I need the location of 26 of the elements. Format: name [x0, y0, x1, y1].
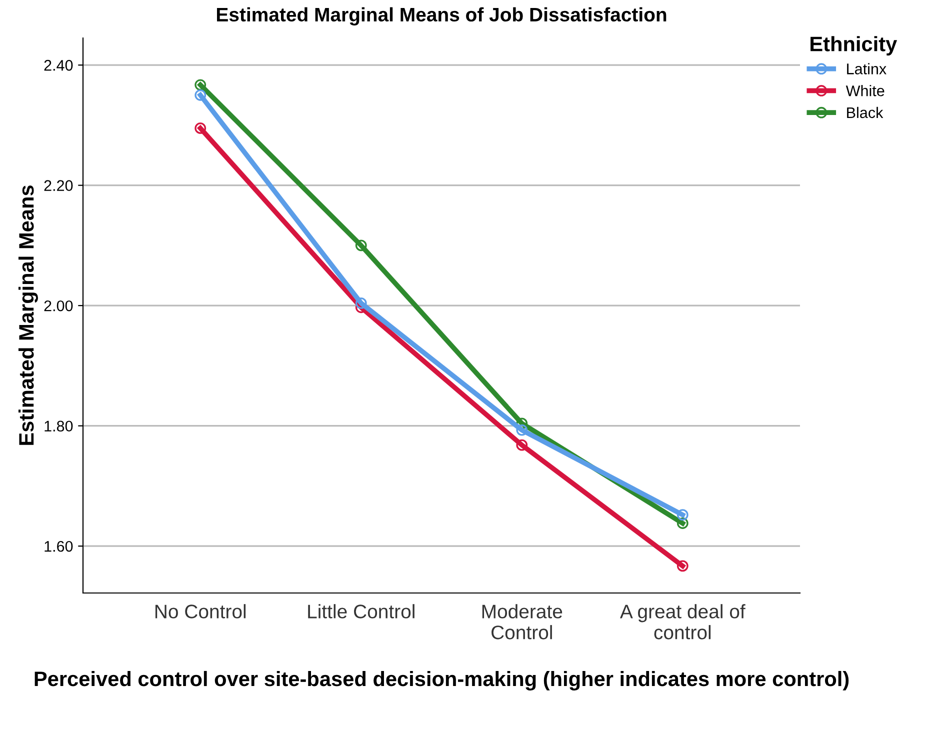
point	[355, 240, 367, 252]
point	[676, 518, 688, 529]
point	[516, 424, 528, 436]
y-tick-label: 2.20	[44, 180, 73, 192]
legend-label: White	[846, 85, 884, 96]
x-tick-label: No Control	[155, 604, 246, 618]
point	[676, 560, 688, 572]
y-tick-label: 1.80	[44, 420, 73, 432]
legend-title: Ethnicity	[810, 36, 898, 56]
x-tick-label: A great deal of control	[620, 604, 746, 640]
point	[194, 122, 206, 134]
point	[194, 79, 206, 91]
point	[516, 439, 528, 451]
point	[194, 89, 206, 101]
y-tick-label: 1.60	[44, 540, 73, 552]
x-tick-label: Moderate Control	[482, 604, 562, 640]
chart-title: Estimated Marginal Means of Job Dissatisfaction	[216, 7, 666, 26]
legend-label: Latinx	[847, 63, 886, 74]
y-tick-label: 2.40	[44, 60, 73, 71]
point	[676, 509, 688, 521]
y-tick-label: 2.00	[44, 300, 73, 312]
legend-label: Black	[847, 106, 884, 118]
y-axis-title: Estimated Marginal Means	[18, 186, 38, 445]
x-axis-title: Perceived control over site-based decision-making (higher indicates more control)	[34, 670, 849, 690]
point	[355, 297, 367, 309]
x-tick-label: Little Control	[308, 604, 414, 618]
